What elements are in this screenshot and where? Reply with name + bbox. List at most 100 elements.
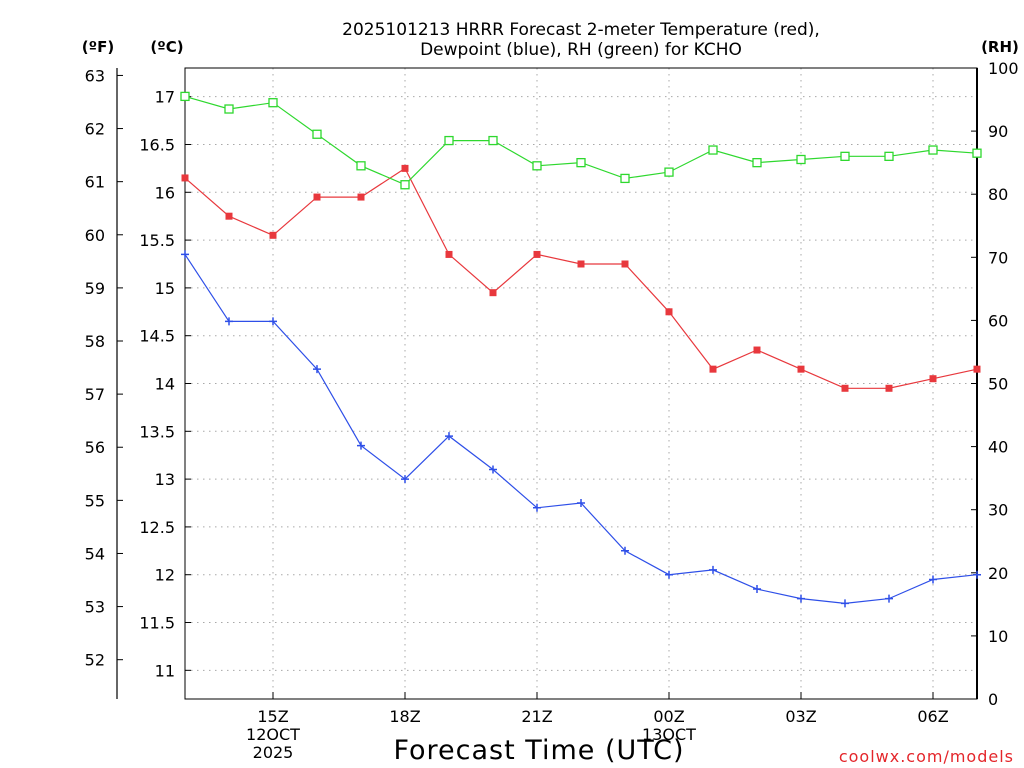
temperature-point [885,384,893,392]
celsius-tick-label: 11 [155,661,175,680]
celsius-tick-label: 16.5 [139,135,175,154]
dewpoint-line [184,254,978,605]
dewpoint-point [357,441,365,450]
fahrenheit-tick-label: 54 [85,544,105,563]
dewpoint-point [445,432,453,441]
celsius-tick-label: 13.5 [139,422,175,441]
grid-lines [185,68,977,699]
rh-point [752,157,762,168]
rh-tick-label: 30 [988,501,1008,520]
temperature-point [357,193,365,201]
dewpoint-point [401,475,409,484]
rh-point [444,135,454,146]
data-series [180,91,982,608]
rh-point [576,157,586,168]
celsius-tick-label: 15 [155,279,175,298]
rh-tick-label: 80 [988,185,1008,204]
fahrenheit-tick-label: 52 [85,651,105,670]
dewpoint-point [797,594,805,603]
fahrenheit-tick-label: 61 [85,173,105,192]
dewpoint-point [225,317,233,326]
rh-tick-label: 10 [988,627,1008,646]
temperature-point [797,365,805,373]
celsius-tick-label: 12.5 [139,518,175,537]
rh-point [664,167,674,177]
celsius-unit-label: (ºC) [150,38,183,56]
fahrenheit-tick-label: 60 [85,226,105,245]
x-tick-label-0-2: 2025 [253,743,294,762]
celsius-tick-label: 15.5 [139,231,175,250]
rh-tick-label: 0 [988,690,998,709]
rh-point [488,135,498,146]
rh-point [840,151,850,161]
temperature-point [401,164,409,172]
rh-point [972,148,982,158]
fahrenheit-tick-label: 58 [85,332,105,351]
rh-point [180,91,190,102]
dewpoint-point [621,546,629,555]
x-axis-label: Forecast Time (UTC) [393,735,684,766]
fahrenheit-tick-label: 56 [85,438,105,457]
rh-point [356,161,366,171]
dewpoint-point [533,503,541,512]
x-tick-label-4-0: 03Z [785,707,816,726]
celsius-tick-label: 13 [155,470,175,489]
rh-tick-label: 40 [988,438,1008,457]
temperature-point [753,346,761,354]
x-tick-label-0-0: 15Z [257,707,288,726]
temperature-point [269,231,277,239]
dewpoint-point [181,250,189,259]
x-tick-label-5-0: 06Z [917,707,948,726]
dewpoint-point [665,570,673,579]
dewpoint-point [753,585,761,594]
dewpoint-point [885,594,893,603]
x-tick-label-1-0: 18Z [389,707,420,726]
temperature-point [533,250,541,258]
fahrenheit-tick-label: 59 [85,279,105,298]
temperature-point [973,365,981,373]
rh-point [532,161,542,171]
celsius-tick-label: 11.5 [139,614,175,633]
dewpoint-point [313,365,321,374]
rh-point [708,145,718,155]
temperature-point [709,365,717,373]
temperature-point [621,260,629,268]
dewpoint-point [709,565,717,574]
rh-point [224,104,234,114]
dewpoint-point [577,499,585,508]
temperature-point [489,289,497,297]
fahrenheit-tick-label: 62 [85,120,105,139]
rh-point [928,145,938,155]
temperature-point [929,375,937,383]
rh-point [268,98,278,108]
chart-title-line-2: Dewpoint (blue), RH (green) for KCHO [420,40,742,60]
temperature-point [313,193,321,201]
fahrenheit-tick-label: 55 [85,491,105,510]
rh-tick-label: 70 [988,248,1008,267]
fahrenheit-tick-label: 53 [85,598,105,617]
x-tick-label-2-0: 21Z [521,707,552,726]
x-tick-label-3-0: 00Z [653,707,684,726]
celsius-tick-label: 17 [155,88,175,107]
fahrenheit-unit-label: (ºF) [82,38,114,56]
x-tick-label-3-1: 13OCT [642,725,696,744]
dewpoint-point [973,570,981,579]
dewpoint-point [841,599,849,608]
rh-tick-label: 90 [988,122,1008,141]
rh-point [312,129,322,139]
temperature-point [445,250,453,258]
temperature-point [841,384,849,392]
temperature-point [665,308,673,316]
celsius-tick-label: 14.5 [139,327,175,346]
celsius-tick-label: 16 [155,183,175,202]
rh-tick-label: 50 [988,375,1008,394]
temperature-point [225,212,233,220]
rh-tick-label: 60 [988,311,1008,330]
temperature-point [577,260,585,268]
dewpoint-point [269,317,277,326]
fahrenheit-tick-label: 63 [85,66,105,85]
rh-tick-label: 100 [988,59,1019,78]
rh-point [400,180,410,190]
